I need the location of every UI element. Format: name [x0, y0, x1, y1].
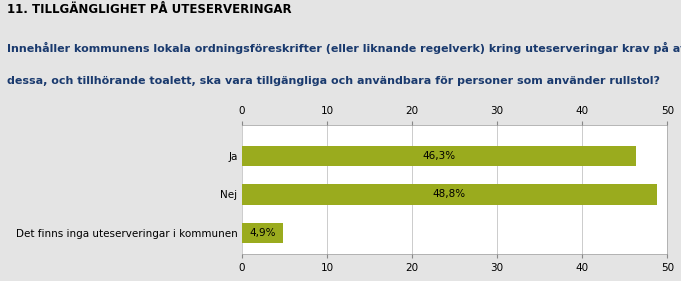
Bar — [242, 184, 657, 205]
Text: 48,8%: 48,8% — [433, 189, 466, 200]
Text: dessa, och tillhörande toalett, ska vara tillgängliga och användbara för persone: dessa, och tillhörande toalett, ska vara… — [7, 76, 660, 86]
Text: 11. TILLGÄNGLIGHET PÅ UTESERVERINGAR: 11. TILLGÄNGLIGHET PÅ UTESERVERINGAR — [7, 3, 291, 16]
Bar — [242, 223, 283, 243]
Text: Innehåller kommunens lokala ordningsföreskrifter (eller liknande regelverk) krin: Innehåller kommunens lokala ordningsföre… — [7, 42, 681, 54]
Text: 46,3%: 46,3% — [422, 151, 456, 161]
Text: 4,9%: 4,9% — [249, 228, 276, 238]
Bar — [242, 146, 636, 166]
